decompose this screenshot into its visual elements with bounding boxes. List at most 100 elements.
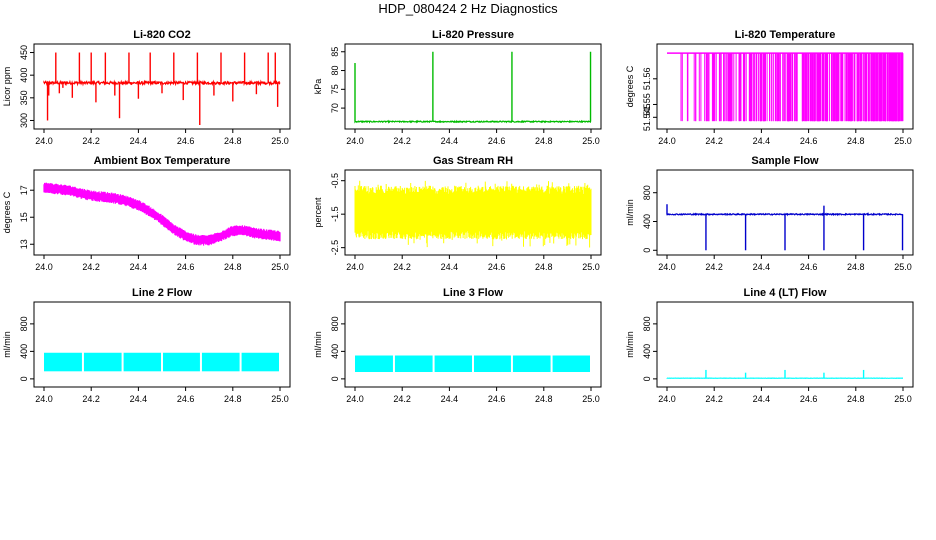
series-block: [474, 355, 511, 372]
plot-frame: [33, 301, 291, 388]
y-tick-label: 51.545: [642, 104, 652, 132]
plot-frame: [656, 169, 914, 256]
y-tick-label: -2.5: [330, 240, 340, 256]
x-tick-label: 24.8: [535, 262, 553, 272]
x-tick-label: 25.0: [582, 262, 600, 272]
series-block: [44, 352, 82, 372]
chart-title: Li-820 Pressure: [432, 29, 514, 41]
chart-title: Ambient Box Temperature: [94, 155, 231, 167]
y-tick-label: 75: [330, 84, 340, 94]
x-tick-label: 24.2: [82, 262, 100, 272]
y-tick-label: 400: [19, 68, 29, 83]
y-tick-label: 70: [330, 103, 340, 113]
y-axis-label: ml/min: [625, 199, 635, 226]
x-tick-label: 24.4: [130, 262, 148, 272]
x-tick-label: 24.2: [393, 262, 411, 272]
x-tick-label: 24.2: [82, 394, 100, 404]
x-tick-label: 24.2: [705, 394, 723, 404]
series-block: [552, 355, 590, 372]
chart-panel: Li-820 Pressure kPa 24.0 24.2 24.4 24.6 24.8 25…: [313, 29, 602, 146]
y-tick-label: 450: [19, 45, 29, 60]
x-tick-label: 24.2: [82, 136, 100, 146]
figure-title: HDP_080424 2 Hz Diagnostics: [378, 1, 558, 16]
chart-panel: Sample Flow ml/min 24.0 24.2 24.4 24.6 24.8 25.…: [625, 155, 914, 272]
x-tick-label: 24.6: [177, 394, 195, 404]
x-tick-label: 25.0: [271, 262, 289, 272]
series-line: [43, 79, 281, 87]
x-tick-label: 24.2: [393, 394, 411, 404]
y-tick-label: 80: [330, 66, 340, 76]
x-tick-label: 25.0: [271, 136, 289, 146]
chart-panel: Li-820 CO2 Licor ppm 24.0 24.2 24.4 24.6 24.8 2…: [2, 29, 291, 146]
chart-title: Line 3 Flow: [443, 287, 503, 299]
x-tick-label: 24.8: [224, 262, 242, 272]
y-tick-label: 51.56: [642, 68, 652, 91]
x-tick-label: 24.8: [224, 394, 242, 404]
x-tick-label: 24.2: [705, 136, 723, 146]
y-tick-label: -0.5: [330, 173, 340, 189]
y-axis-label: kPa: [313, 79, 323, 95]
x-tick-label: 24.4: [130, 136, 148, 146]
y-tick-label: 350: [19, 90, 29, 105]
x-tick-label: 24.4: [753, 394, 771, 404]
x-tick-label: 24.0: [35, 262, 53, 272]
y-tick-label: -1.5: [330, 206, 340, 222]
plot-frame: [33, 43, 291, 130]
x-tick-label: 24.0: [35, 394, 53, 404]
chart-panel: Line 2 Flow ml/min 24.0 24.2 24.4 24.6 24.8 25.…: [2, 287, 291, 404]
x-tick-label: 24.0: [346, 394, 364, 404]
chart-title: Li-820 Temperature: [735, 29, 836, 41]
x-tick-label: 25.0: [894, 262, 912, 272]
y-axis-label: degrees C: [625, 65, 635, 107]
x-tick-label: 24.2: [393, 136, 411, 146]
x-tick-label: 24.2: [705, 262, 723, 272]
series-block: [355, 355, 393, 372]
y-axis-label: ml/min: [2, 331, 12, 358]
y-tick-label: 400: [642, 344, 652, 359]
x-tick-label: 24.0: [658, 262, 676, 272]
y-axis-label: percent: [313, 197, 323, 228]
x-tick-label: 24.8: [847, 262, 865, 272]
chart-title: Sample Flow: [751, 155, 819, 167]
chart-title: Line 4 (LT) Flow: [744, 287, 827, 299]
y-tick-label: 300: [19, 113, 29, 128]
x-tick-label: 24.6: [800, 136, 818, 146]
series-block: [394, 355, 433, 372]
y-tick-label: 400: [19, 344, 29, 359]
x-tick-label: 24.4: [441, 262, 459, 272]
y-tick-label: 15: [19, 212, 29, 222]
plot-frame: [344, 43, 602, 130]
plot-frame: [33, 169, 291, 256]
y-tick-label: 800: [642, 316, 652, 331]
series-block: [434, 355, 472, 372]
y-tick-label: 400: [330, 344, 340, 359]
x-tick-label: 24.8: [847, 136, 865, 146]
y-tick-label: 17: [19, 185, 29, 195]
x-tick-label: 24.6: [177, 136, 195, 146]
y-tick-label: 0: [642, 376, 652, 381]
x-tick-label: 24.6: [800, 394, 818, 404]
series-block: [512, 355, 551, 372]
series-band: [354, 180, 592, 248]
x-tick-label: 24.0: [658, 394, 676, 404]
x-tick-label: 24.0: [346, 136, 364, 146]
x-tick-label: 24.0: [658, 136, 676, 146]
x-tick-label: 24.0: [35, 136, 53, 146]
y-axis-label: ml/min: [313, 331, 323, 358]
y-tick-label: 0: [330, 376, 340, 381]
x-tick-label: 25.0: [582, 136, 600, 146]
chart-title: Gas Stream RH: [433, 155, 513, 167]
x-tick-label: 24.6: [488, 394, 506, 404]
series-block: [123, 352, 161, 372]
x-tick-label: 24.6: [800, 262, 818, 272]
y-tick-label: 400: [642, 214, 652, 229]
chart-panel: Ambient Box Temperature degrees C 24.0 24.2…: [2, 155, 291, 272]
y-tick-label: 0: [642, 248, 652, 253]
series-band: [43, 182, 281, 246]
x-tick-label: 24.4: [753, 136, 771, 146]
x-tick-label: 24.0: [346, 262, 364, 272]
series-line: [354, 119, 591, 124]
x-tick-label: 25.0: [271, 394, 289, 404]
chart-panel: Gas Stream RH percent 24.0 24.2 24.4 24.6 24.8…: [313, 155, 602, 272]
